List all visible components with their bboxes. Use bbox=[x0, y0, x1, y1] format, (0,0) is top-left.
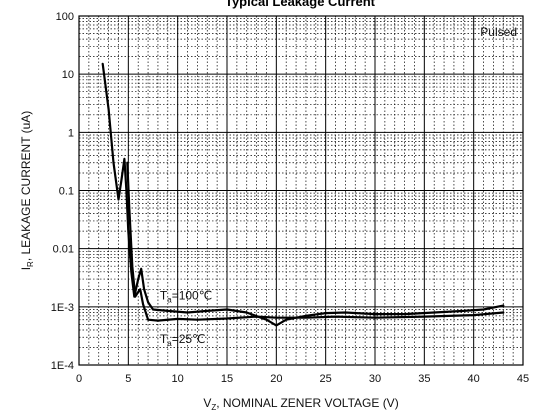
x-tick-label: 5 bbox=[125, 373, 131, 385]
y-tick-label: 10 bbox=[62, 69, 74, 81]
y-tick-label: 0.01 bbox=[53, 244, 74, 256]
x-tick-label: 0 bbox=[76, 373, 82, 385]
annotation-main: T bbox=[160, 288, 168, 302]
tick-labels: 0 5 10 15 20 25 30 35 40 45 100 10 1 0.1 0.01 1E-3 1E-4 bbox=[51, 11, 529, 385]
x-axis-label: VZ, NOMINAL ZENER VOLTAGE (V) bbox=[203, 396, 398, 412]
series-line-1 bbox=[126, 161, 505, 322]
y-tick-label: 0.1 bbox=[59, 186, 74, 198]
series-line-0 bbox=[101, 62, 505, 327]
y-axis-label: IR, LEAKAGE CURRENT (uA) bbox=[19, 111, 35, 271]
y-axis-label-sub: R bbox=[26, 261, 35, 267]
y-axis-label-main: I bbox=[19, 267, 33, 270]
annotation-sub: a bbox=[167, 295, 172, 304]
x-tick-label: 45 bbox=[517, 373, 529, 385]
y-tick-label: 1 bbox=[68, 127, 74, 139]
y-axis-label-rest: , LEAKAGE CURRENT (uA) bbox=[19, 111, 33, 261]
y-tick-label: 1E-3 bbox=[51, 302, 74, 314]
x-tick-label: 10 bbox=[172, 373, 184, 385]
x-tick-label: 15 bbox=[221, 373, 233, 385]
x-tick-label: 25 bbox=[320, 373, 332, 385]
series-lines bbox=[101, 62, 505, 327]
x-axis-label-rest: , NOMINAL ZENER VOLTAGE (V) bbox=[216, 396, 398, 410]
annotation-ta-100: Ta=100℃ bbox=[160, 288, 212, 304]
annotation-sub: a bbox=[167, 339, 172, 348]
x-tick-label: 40 bbox=[468, 373, 480, 385]
annotation-ta-25: Ta=25℃ bbox=[160, 332, 206, 348]
x-axis-label-sub: Z bbox=[211, 403, 216, 412]
x-tick-label: 35 bbox=[418, 373, 430, 385]
chart-title: Typical Leakage Current bbox=[225, 0, 376, 9]
annotation-main: T bbox=[160, 332, 168, 346]
plot-frame bbox=[78, 15, 524, 366]
y-tick-label: 100 bbox=[56, 11, 74, 23]
annotation-rest: =100℃ bbox=[172, 288, 213, 302]
annotation-rest: =25℃ bbox=[172, 332, 206, 346]
x-axis-label-main: V bbox=[203, 396, 211, 410]
x-tick-label: 30 bbox=[369, 373, 381, 385]
y-tick-label: 1E-4 bbox=[51, 360, 74, 372]
x-tick-label: 20 bbox=[270, 373, 282, 385]
pulsed-note: Pulsed bbox=[480, 25, 517, 39]
